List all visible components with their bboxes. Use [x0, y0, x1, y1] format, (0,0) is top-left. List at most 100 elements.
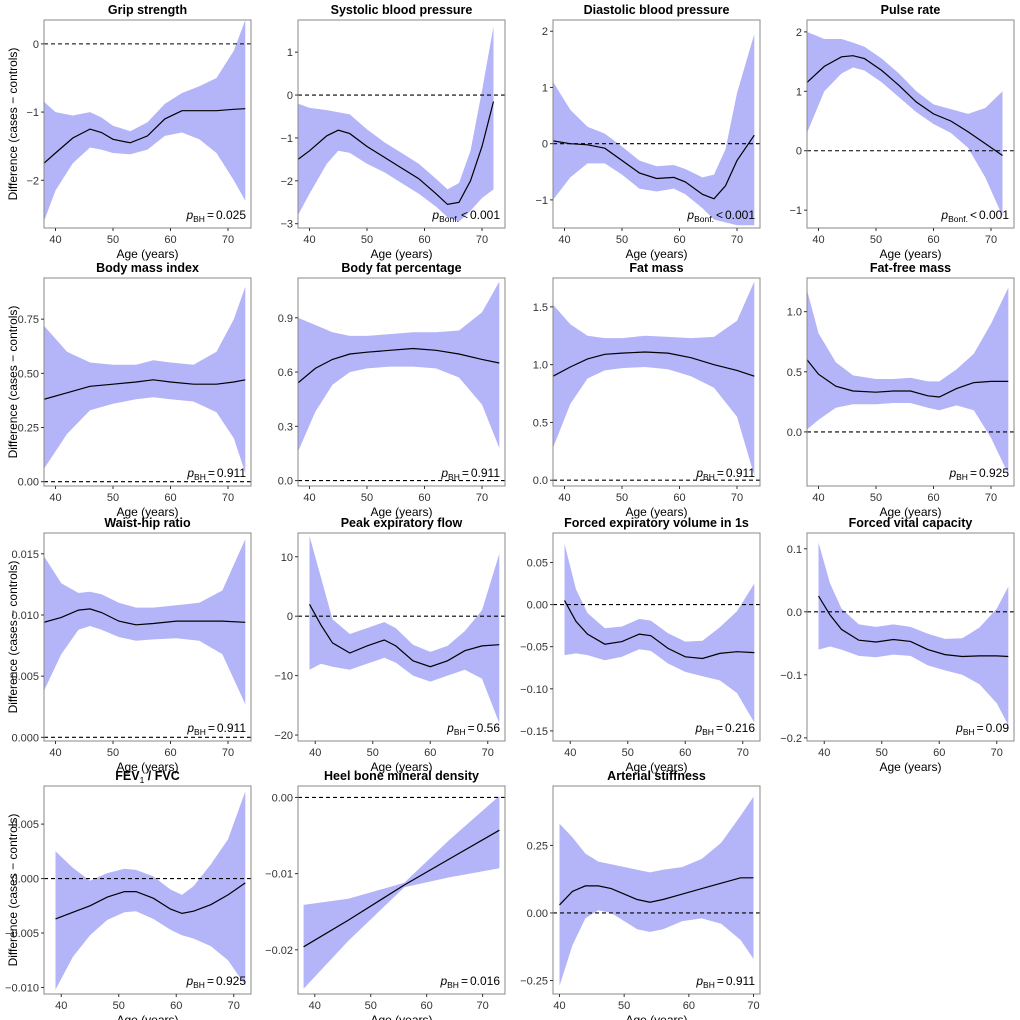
p-symbol: p — [186, 721, 194, 735]
x-tick-label: 70 — [985, 234, 997, 246]
y-tick-label: −0.05 — [520, 642, 548, 654]
panel-frame — [552, 19, 761, 229]
title-tail: / FVC — [144, 769, 179, 783]
y-tick-label: 0.0 — [787, 427, 802, 439]
x-axis-label: Age (years) — [625, 247, 687, 261]
y-tick-label: 0.00 — [527, 908, 548, 920]
confidence-band — [298, 26, 494, 222]
x-tick-label: 50 — [616, 492, 628, 504]
x-axis-label: Age (years) — [625, 760, 687, 774]
x-tick-label: 40 — [49, 747, 61, 759]
x-tick-label: 50 — [870, 492, 882, 504]
x-tick-label: 60 — [933, 747, 945, 759]
x-tick-label: 60 — [164, 747, 176, 759]
p-symbol: p — [695, 466, 703, 480]
y-tick-label: 0.1 — [787, 544, 802, 556]
y-tick-label: 0.05 — [527, 557, 548, 569]
fitted-line — [303, 829, 500, 948]
p-relation: = — [207, 208, 214, 222]
p-value: 0.56 — [477, 721, 501, 735]
p-relation: = — [462, 466, 469, 480]
y-axis-label: Difference (cases − controls) — [6, 561, 20, 714]
p-subscript: BH — [703, 472, 715, 482]
x-tick-label: 70 — [222, 492, 234, 504]
confidence-band — [807, 287, 1009, 474]
y-tick-label: −1 — [26, 107, 39, 119]
x-tick-label: 60 — [673, 492, 685, 504]
p-value: 0.216 — [725, 721, 755, 735]
p-value: 0.911 — [726, 466, 755, 480]
p-subscript: BH — [956, 472, 968, 482]
y-tick-label: 1.5 — [533, 302, 548, 314]
x-tick-label: 50 — [361, 492, 373, 504]
x-tick-label: 40 — [553, 1000, 565, 1012]
y-tick-label: 0.5 — [533, 417, 548, 429]
y-tick-label: −0.15 — [520, 726, 548, 738]
p-symbol: p — [185, 208, 193, 222]
x-tick-label: 60 — [421, 1000, 433, 1012]
fitted-line — [817, 595, 1009, 658]
p-value-label: pBH = 0.216 — [694, 721, 755, 737]
fitted-line — [308, 604, 500, 668]
p-relation: = — [717, 974, 724, 988]
p-value: 0.911 — [217, 721, 246, 735]
x-tick-label: 60 — [170, 1000, 182, 1012]
p-symbol: p — [439, 974, 447, 988]
x-tick-label: 70 — [731, 234, 743, 246]
p-value-label: pBH = 0.56 — [446, 721, 500, 737]
y-tick-label: 0.005 — [11, 819, 39, 831]
x-axis-label: Age (years) — [116, 1013, 178, 1020]
fitted-line — [55, 882, 246, 920]
y-tick-label: −0.010 — [5, 982, 39, 994]
x-axis-label: Age (years) — [370, 760, 432, 774]
x-tick-label: 50 — [107, 492, 119, 504]
panel-10: 40 50 60 70 −20 −10 0 10 Age (years) Peak expirat… — [274, 516, 506, 774]
panel-frame — [297, 532, 506, 742]
panel-frame — [43, 785, 252, 995]
p-relation: = — [208, 466, 215, 480]
fitted-line — [44, 608, 246, 626]
y-tick-label: 0.5 — [787, 367, 802, 379]
confidence-band — [303, 795, 500, 989]
y-tick-label: 0.015 — [11, 549, 39, 561]
p-value-label: pBH = 0.911 — [440, 466, 500, 482]
panel-frame — [297, 277, 506, 487]
p-relation: = — [970, 466, 977, 480]
p-subscript: BH — [702, 727, 714, 737]
p-symbol: p — [695, 974, 703, 988]
confidence-band — [44, 539, 246, 705]
x-tick-label: 70 — [476, 234, 488, 246]
p-symbol: p — [185, 974, 193, 988]
y-tick-label: −0.25 — [520, 975, 548, 987]
x-tick-label: 70 — [222, 747, 234, 759]
panel-title: Arterial stiffness — [607, 769, 706, 783]
p-relation: = — [207, 974, 214, 988]
p-subscript: BH — [448, 472, 460, 482]
p-subscript: Bonf. — [694, 214, 714, 224]
y-tick-label: 2 — [796, 27, 802, 39]
panel-title: Heel bone mineral density — [324, 769, 479, 783]
panel-title: Body mass index — [96, 261, 199, 275]
panel-1: 40 50 60 70 −2 −1 0 Age (years) Grip strength pBH… — [26, 3, 252, 261]
x-tick-label: 70 — [747, 1000, 759, 1012]
panel-11: 40 50 60 70 −0.15 −0.10 −0.05 0.00 0.05 Age (year… — [520, 516, 761, 774]
x-tick-label: 60 — [683, 1000, 695, 1012]
confidence-band — [818, 542, 1009, 726]
fitted-line — [44, 379, 246, 400]
x-tick-label: 40 — [564, 747, 576, 759]
panel-15: 40 50 60 70 −0.25 0.00 0.25 Age (years) Arterial… — [520, 769, 761, 1020]
panel-title: Waist-hip ratio — [104, 516, 191, 530]
x-tick-label: 60 — [418, 234, 430, 246]
panel-title: Diastolic blood pressure — [584, 3, 730, 17]
panel-6: 40 50 60 70 0.0 0.3 0.6 0.9 Age (years) Body fat … — [278, 261, 506, 519]
p-subscript: Bonf. — [439, 214, 459, 224]
p-subscript: BH — [703, 980, 715, 990]
y-tick-label: −1 — [535, 195, 548, 207]
panel-4: 40 50 60 70 −1 0 1 2 Age (years) Pulse rate pBonf.… — [789, 3, 1015, 261]
p-symbol: p — [940, 208, 948, 222]
x-tick-label: 50 — [367, 747, 379, 759]
x-tick-label: 50 — [361, 234, 373, 246]
confidence-band — [553, 34, 755, 226]
p-relation: < — [970, 208, 977, 222]
p-symbol: p — [686, 208, 694, 222]
